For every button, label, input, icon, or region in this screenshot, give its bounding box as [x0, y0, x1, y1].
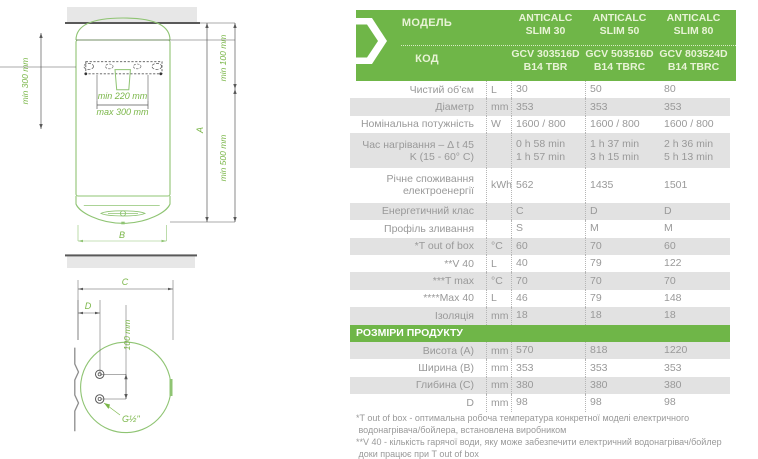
svg-text:C: C [122, 277, 129, 287]
svg-text:min 100 mm: min 100 mm [218, 35, 228, 82]
svg-text:G½": G½" [122, 414, 141, 424]
svg-text:D: D [85, 301, 92, 311]
svg-text:min 220 mm: min 220 mm [98, 91, 148, 101]
svg-text:min 300 mm: min 300 mm [20, 58, 30, 105]
svg-text:B: B [119, 230, 125, 240]
svg-text:100 mm: 100 mm [122, 320, 132, 351]
svg-text:min 500 mm: min 500 mm [218, 135, 228, 182]
svg-text:max 300 mm: max 300 mm [96, 107, 149, 117]
svg-text:A: A [195, 127, 205, 134]
